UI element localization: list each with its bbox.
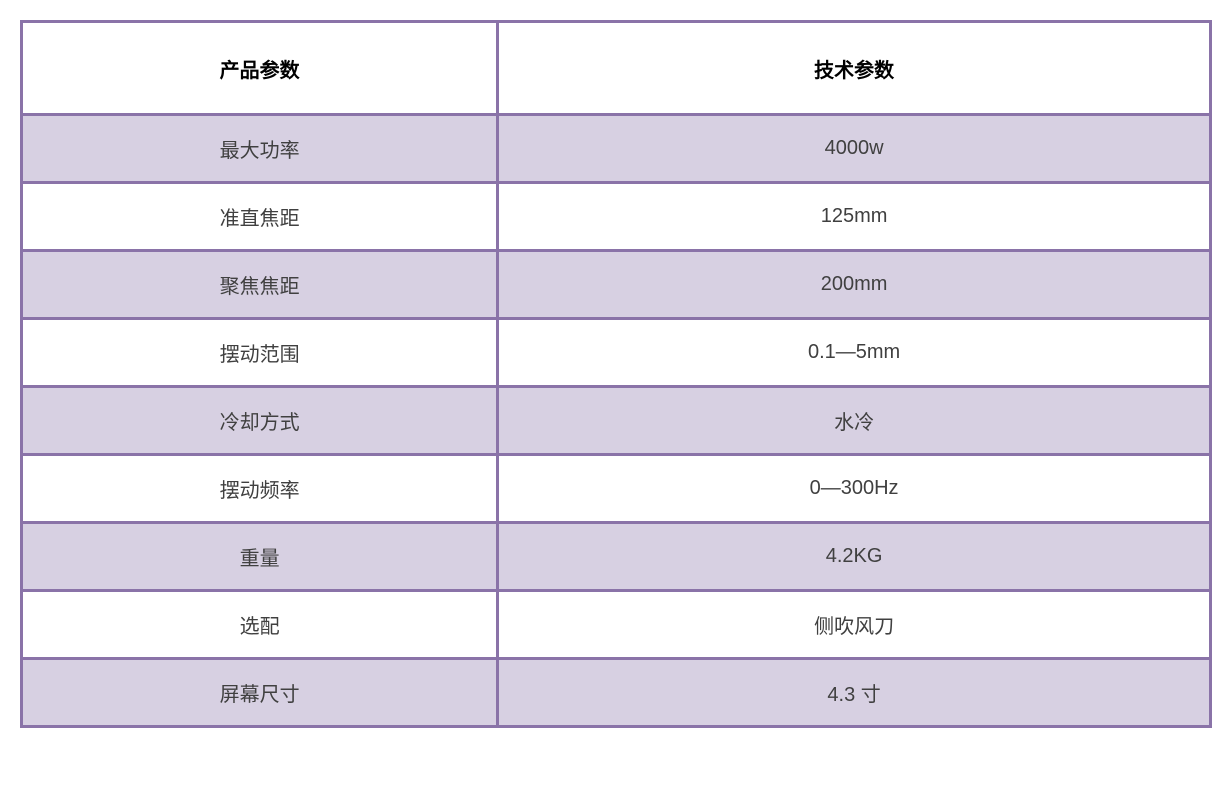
cell-value: 4.3 寸 — [499, 660, 1209, 725]
table-row: 摆动频率 0—300Hz — [23, 456, 1209, 521]
cell-value: 125mm — [499, 184, 1209, 249]
table-body: 最大功率 4000w 准直焦距 125mm 聚焦焦距 200mm 摆动范围 0.… — [23, 116, 1209, 725]
table-header-row: 产品参数 技术参数 — [23, 23, 1209, 113]
cell-value: 4000w — [499, 116, 1209, 181]
cell-value: 侧吹风刀 — [499, 592, 1209, 657]
cell-value: 4.2KG — [499, 524, 1209, 589]
cell-param: 准直焦距 — [23, 184, 496, 249]
cell-value: 0.1—5mm — [499, 320, 1209, 385]
cell-value: 200mm — [499, 252, 1209, 317]
table-row: 聚焦焦距 200mm — [23, 252, 1209, 317]
cell-param: 摆动范围 — [23, 320, 496, 385]
cell-param: 屏幕尺寸 — [23, 660, 496, 725]
cell-param: 选配 — [23, 592, 496, 657]
cell-param: 重量 — [23, 524, 496, 589]
table-row: 摆动范围 0.1—5mm — [23, 320, 1209, 385]
column-header-param: 产品参数 — [23, 23, 496, 113]
cell-param: 聚焦焦距 — [23, 252, 496, 317]
spec-table-container: 产品参数 技术参数 最大功率 4000w 准直焦距 125mm 聚焦焦距 200… — [20, 20, 1212, 728]
table-row: 重量 4.2KG — [23, 524, 1209, 589]
table-row: 屏幕尺寸 4.3 寸 — [23, 660, 1209, 725]
table-row: 最大功率 4000w — [23, 116, 1209, 181]
cell-param: 摆动频率 — [23, 456, 496, 521]
cell-value: 水冷 — [499, 388, 1209, 453]
table-row: 选配 侧吹风刀 — [23, 592, 1209, 657]
spec-table: 产品参数 技术参数 最大功率 4000w 准直焦距 125mm 聚焦焦距 200… — [20, 20, 1212, 728]
cell-value: 0—300Hz — [499, 456, 1209, 521]
cell-param: 冷却方式 — [23, 388, 496, 453]
column-header-value: 技术参数 — [499, 23, 1209, 113]
table-row: 冷却方式 水冷 — [23, 388, 1209, 453]
cell-param: 最大功率 — [23, 116, 496, 181]
table-row: 准直焦距 125mm — [23, 184, 1209, 249]
